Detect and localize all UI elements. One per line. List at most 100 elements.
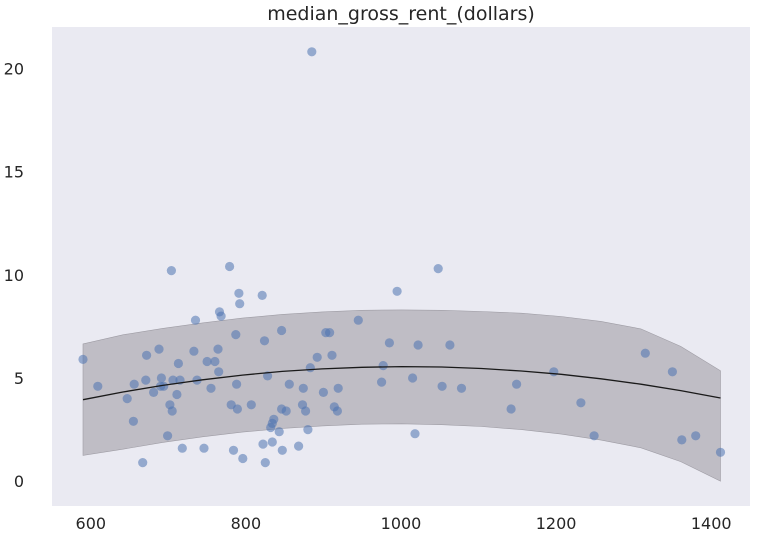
scatter-point (234, 288, 244, 298)
scatter-point (177, 443, 187, 453)
scatter-point (257, 290, 267, 300)
scatter-point (129, 379, 139, 389)
scatter-point (433, 264, 443, 274)
scatter-point (190, 315, 201, 325)
scatter-point (210, 356, 220, 367)
scatter-point (259, 336, 270, 346)
scatter-point (312, 352, 322, 362)
scatter-point (277, 445, 287, 455)
scatter-point (141, 375, 151, 385)
scatter-point (307, 47, 317, 57)
chart-title: median_gross_rent_(dollars) (267, 3, 535, 25)
scatter-point (93, 381, 103, 391)
y-tick-label: 5 (14, 369, 24, 388)
x-tick-label: 800 (231, 514, 262, 533)
scatter-point (173, 358, 183, 369)
fit-line-layer (82, 365, 721, 401)
scatter-point (258, 439, 268, 449)
scatter-point (318, 387, 328, 397)
scatter-point (549, 367, 559, 377)
scatter-point (163, 431, 173, 441)
scatter-point (327, 350, 337, 360)
scatter-point (142, 350, 152, 360)
scatter-point (284, 379, 294, 389)
scatter-point (377, 377, 387, 387)
scatter-point (408, 373, 418, 383)
scatter-point (303, 425, 313, 435)
scatter-point (199, 443, 209, 453)
scatter-point (715, 447, 726, 457)
scatter-point (333, 383, 343, 393)
scatter-point (235, 299, 245, 309)
scatter-point (298, 383, 308, 393)
scatter-point (413, 340, 423, 350)
scatter-point (353, 315, 363, 325)
scatter-point (232, 404, 242, 414)
scatter-point (246, 400, 256, 410)
x-tick-label: 1400 (691, 514, 732, 533)
y-tick-label: 0 (14, 472, 24, 491)
scatter-point (231, 330, 241, 340)
scatter-point (78, 354, 88, 364)
scatter-point (640, 348, 650, 358)
scatter-point (305, 363, 315, 373)
scatter-point (267, 437, 277, 447)
scatter-point (156, 373, 166, 383)
scatter-point (437, 381, 447, 391)
scatter-point (410, 429, 420, 439)
scatter-point (691, 431, 701, 441)
scatter-point (445, 340, 455, 350)
scatter-point (159, 381, 169, 391)
y-tick-label: 15 (4, 163, 24, 182)
scatter-point (167, 406, 177, 416)
scatter-point (206, 383, 216, 393)
scatter-point (294, 441, 304, 451)
fit-line (82, 365, 721, 401)
scatter-point (166, 266, 176, 276)
y-axis: 0 5 10 15 20 (4, 59, 24, 491)
x-tick-label: 1000 (381, 514, 422, 533)
scatter-point (214, 367, 224, 377)
scatter-point (281, 406, 291, 416)
scatter-point (301, 406, 311, 416)
scatter-point (213, 344, 223, 354)
scatter-point (189, 346, 199, 356)
scatter-point (138, 458, 148, 468)
scatter-point (576, 398, 586, 408)
scatter-point (511, 379, 522, 389)
scatter-point (392, 286, 402, 296)
scatter-point (274, 427, 284, 437)
scatter-point (677, 435, 687, 445)
scatter-point (238, 453, 248, 464)
scatter-point (269, 414, 279, 424)
scatter-point (232, 379, 242, 389)
scatter-point (122, 394, 132, 404)
scatter-points-layer (78, 47, 726, 468)
scatter-point (228, 445, 239, 455)
y-tick-label: 20 (4, 59, 24, 78)
x-tick-label: 1200 (536, 514, 577, 533)
scatter-point (172, 389, 182, 400)
scatter-point (378, 361, 388, 371)
scatter-point (506, 404, 516, 414)
y-tick-label: 10 (4, 266, 24, 285)
x-axis: 600 800 1000 1200 1400 (76, 514, 732, 533)
scatter-point (154, 344, 164, 354)
scatter-point (667, 367, 678, 377)
scatter-point (202, 356, 212, 367)
scatter-point (456, 383, 467, 393)
scatter-point (589, 431, 599, 441)
scatter-point (225, 261, 235, 272)
scatter-point (128, 416, 138, 426)
scatter-point (216, 311, 226, 321)
scatter-point (260, 458, 270, 468)
scatter-point (325, 328, 335, 338)
scatter-point (168, 375, 178, 385)
scatter-point (384, 338, 394, 348)
scatter-point (332, 406, 342, 416)
x-tick-label: 600 (76, 514, 107, 533)
scatter-point (149, 387, 159, 397)
scatter-point (277, 325, 287, 336)
